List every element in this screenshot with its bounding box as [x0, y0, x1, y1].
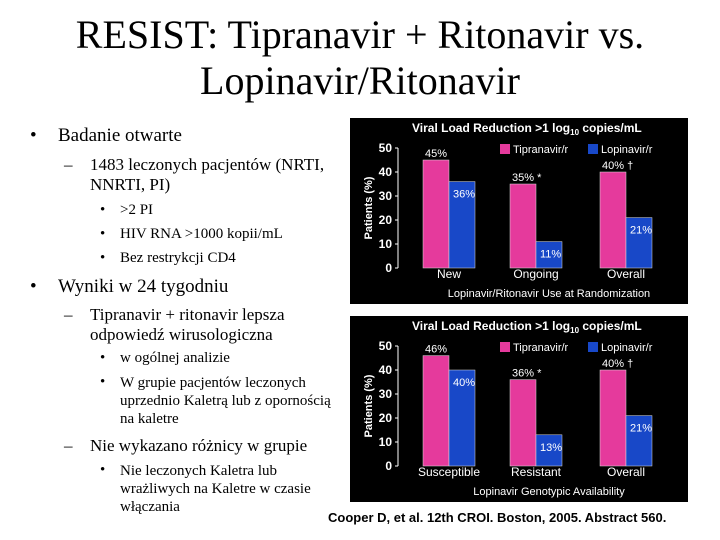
legend-label-lopinavir: Lopinavir/r: [601, 144, 653, 156]
chart-title: Viral Load Reduction >1 log10 copies/mL: [412, 121, 642, 137]
x-tick-label: Overall: [607, 267, 645, 281]
bullet-patients: 1483 leczonych pacjentów (NRTI, NNRTI, P…: [90, 155, 325, 194]
bar-lopinavir-0: [448, 181, 476, 269]
y-tick-label: 0: [385, 261, 392, 275]
y-tick-label: 40: [379, 165, 393, 179]
y-axis-label: Patients (%): [363, 176, 375, 239]
data-label-lopinavir-2: 21%: [630, 225, 652, 237]
bullet-marker: •: [30, 125, 37, 146]
y-tick-label: 20: [379, 213, 393, 227]
data-label-tipranavir-2: 40% †: [602, 160, 633, 172]
chart-lpv-genotype: Viral Load Reduction >1 log10 copies/mL P…: [350, 316, 688, 502]
x-tick-label: Overall: [607, 465, 645, 479]
bullet-marker: •: [30, 276, 37, 297]
x-axis-label: Lopinavir/Ritonavir Use at Randomization: [448, 288, 650, 300]
data-label-tipranavir-0: 45%: [425, 148, 447, 160]
bullet-kaletra-group: W grupie pacjentów leczonych uprzednio K…: [120, 375, 331, 427]
data-label-lopinavir-2: 21%: [630, 423, 652, 435]
legend-label-tipranavir: Tipranavir/r: [513, 144, 569, 156]
chart-title: Viral Load Reduction >1 log10 copies/mL: [412, 319, 642, 335]
bar-lopinavir-1: [535, 241, 563, 269]
bullet-marker: •: [100, 226, 106, 242]
legend-swatch-lopinavir: [588, 342, 598, 352]
bar-tipranavir-1: [509, 379, 537, 467]
legend-swatch-tipranavir: [500, 342, 510, 352]
bullet-cd4: Bez restrykcji CD4: [120, 250, 236, 266]
x-tick-label: Resistant: [511, 465, 562, 479]
y-tick-label: 20: [379, 411, 393, 425]
bar-tipranavir-2: [599, 369, 627, 467]
legend-label-tipranavir: Tipranavir/r: [513, 342, 569, 354]
citation: Cooper D, et al. 12th CROI. Boston, 2005…: [328, 510, 667, 525]
bullet-marker: •: [100, 202, 106, 218]
bullet-badanie: Badanie otwarte: [58, 125, 182, 146]
bullet-pi: >2 PI: [120, 202, 154, 218]
bar-tipranavir-0: [422, 159, 450, 269]
x-axis-label: Lopinavir Genotypic Availability: [473, 486, 625, 498]
y-tick-label: 30: [379, 387, 393, 401]
y-tick-label: 10: [379, 237, 393, 251]
bar-lopinavir-2: [625, 415, 653, 467]
slide-title: RESIST: Tipranavir + Ritonavir vs. Lopin…: [0, 12, 720, 104]
bar-tipranavir-0: [422, 355, 450, 467]
data-label-tipranavir-1: 35% *: [512, 172, 542, 184]
bullet-marker: •: [100, 462, 106, 478]
data-label-tipranavir-1: 36% *: [512, 368, 542, 380]
legend-swatch-lopinavir: [588, 144, 598, 154]
bullet-no-difference: Nie wykazano różnicy w grupie: [90, 436, 308, 455]
bar-lopinavir-1: [535, 434, 563, 467]
y-tick-label: 10: [379, 435, 393, 449]
x-tick-label: New: [437, 267, 461, 281]
data-label-lopinavir-1: 13%: [540, 442, 562, 454]
x-tick-label: Susceptible: [418, 465, 480, 479]
bar-lopinavir-2: [625, 217, 653, 269]
bullet-naive-group: Nie leczonych Kaletra lub wrażliwych na …: [120, 463, 311, 515]
title-line-2: Lopinavir/Ritonavir: [200, 58, 520, 103]
bullet-hiv-rna: HIV RNA >1000 kopii/mL: [120, 226, 283, 242]
title-line-1: RESIST: Tipranavir + Ritonavir vs.: [75, 12, 645, 57]
y-tick-label: 50: [379, 141, 393, 155]
bullet-marker: •: [100, 350, 106, 366]
bar-tipranavir-2: [599, 171, 627, 269]
legend-label-lopinavir: Lopinavir/r: [601, 342, 653, 354]
x-tick-label: Ongoing: [513, 267, 558, 281]
dash-marker: –: [64, 436, 73, 455]
dash-marker: –: [64, 305, 73, 324]
y-tick-label: 50: [379, 339, 393, 353]
bullet-marker: •: [100, 374, 106, 390]
bullet-wyniki: Wyniki w 24 tygodniu: [58, 276, 229, 297]
bar-lopinavir-0: [448, 369, 476, 467]
bullet-overall-analysis: w ogólnej analizie: [120, 350, 230, 366]
bullet-tipranavir-better: Tipranavir + ritonavir lepsza odpowiedź …: [90, 305, 285, 344]
y-tick-label: 30: [379, 189, 393, 203]
y-axis-label: Patients (%): [363, 374, 375, 437]
bullet-marker: •: [100, 250, 106, 266]
data-label-lopinavir-0: 40%: [453, 377, 475, 389]
chart-lpv-use: Viral Load Reduction >1 log10 copies/mL P…: [350, 118, 688, 304]
bar-tipranavir-1: [509, 183, 537, 269]
data-label-lopinavir-0: 36%: [453, 189, 475, 201]
data-label-tipranavir-2: 40% †: [602, 358, 633, 370]
data-label-lopinavir-1: 11%: [540, 249, 561, 261]
legend-swatch-tipranavir: [500, 144, 510, 154]
data-label-tipranavir-0: 46%: [425, 344, 447, 356]
y-tick-label: 0: [385, 459, 392, 473]
dash-marker: –: [64, 155, 73, 174]
y-tick-label: 40: [379, 363, 393, 377]
